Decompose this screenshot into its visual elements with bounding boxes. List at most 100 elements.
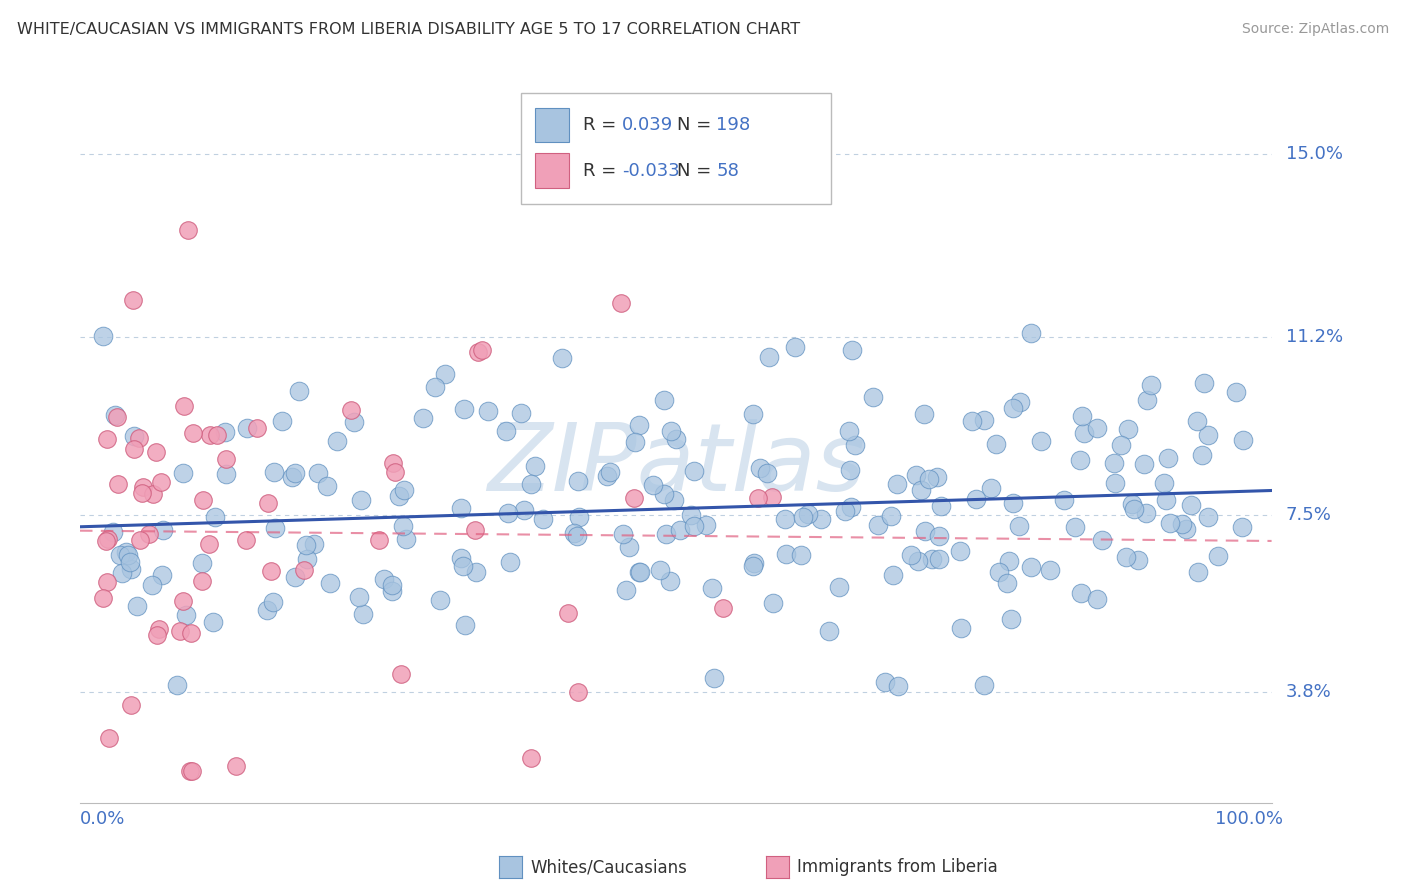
Point xyxy=(214,425,236,439)
Point xyxy=(624,435,647,450)
Point xyxy=(181,426,204,441)
Point xyxy=(841,343,863,357)
Text: 11.2%: 11.2% xyxy=(1286,327,1343,346)
Point xyxy=(236,421,259,435)
Point xyxy=(599,465,621,479)
Point xyxy=(91,591,114,605)
Point xyxy=(368,533,391,548)
Point xyxy=(124,442,146,456)
Point xyxy=(998,553,1021,567)
Point xyxy=(454,617,477,632)
Point xyxy=(450,551,472,566)
Point xyxy=(742,408,765,422)
Point xyxy=(94,534,117,549)
Point xyxy=(1019,326,1042,340)
Text: 7.5%: 7.5% xyxy=(1286,506,1331,524)
Point xyxy=(152,567,174,582)
Point xyxy=(287,384,309,398)
Point xyxy=(1115,549,1137,564)
Point xyxy=(655,526,678,541)
Point xyxy=(215,452,238,467)
Point xyxy=(295,538,318,552)
Point xyxy=(499,555,522,569)
Point xyxy=(595,469,617,483)
Text: R =: R = xyxy=(583,116,621,134)
Point xyxy=(477,403,499,417)
Text: R =: R = xyxy=(583,161,621,179)
Point xyxy=(425,380,447,394)
Point xyxy=(96,574,118,589)
Point xyxy=(1156,492,1178,507)
Point xyxy=(612,527,634,541)
Point xyxy=(256,602,278,616)
Point xyxy=(1197,510,1219,524)
Point xyxy=(392,483,415,498)
Point xyxy=(627,566,650,580)
Point xyxy=(174,607,197,622)
Point xyxy=(204,510,226,524)
Point xyxy=(1064,520,1087,534)
Text: Immigrants from Liberia: Immigrants from Liberia xyxy=(797,858,998,876)
Point xyxy=(120,555,142,569)
Point xyxy=(120,562,142,576)
Point xyxy=(834,503,856,517)
Point xyxy=(262,595,284,609)
Point xyxy=(700,581,723,595)
Point xyxy=(381,578,404,592)
Point xyxy=(104,408,127,422)
Point xyxy=(900,549,922,563)
Point xyxy=(122,429,145,443)
Point xyxy=(1069,453,1091,467)
Point xyxy=(395,533,418,547)
Point xyxy=(138,527,160,541)
Point xyxy=(381,456,404,470)
Point xyxy=(496,506,519,520)
Point xyxy=(107,477,129,491)
Point xyxy=(1185,414,1208,428)
Text: -0.033: -0.033 xyxy=(623,161,681,179)
Point xyxy=(1008,394,1031,409)
Point xyxy=(257,496,280,510)
Point xyxy=(927,470,949,484)
Point xyxy=(1109,438,1132,452)
Point xyxy=(172,467,194,481)
Point xyxy=(1085,421,1108,435)
Point xyxy=(264,521,287,535)
Point xyxy=(97,731,120,745)
Point xyxy=(1175,522,1198,536)
Point xyxy=(128,431,150,445)
Point xyxy=(887,679,910,693)
Point xyxy=(665,432,688,446)
Text: ZIPat​las: ZIPat​las xyxy=(486,418,865,509)
Point xyxy=(1118,422,1140,436)
Point xyxy=(630,565,652,579)
Point xyxy=(973,412,995,426)
Point xyxy=(434,367,457,381)
Point xyxy=(1153,476,1175,491)
Point xyxy=(1180,498,1202,512)
Point xyxy=(307,467,329,481)
Point xyxy=(128,533,150,547)
Point xyxy=(513,503,536,517)
Point xyxy=(664,493,686,508)
Text: Source: ZipAtlas.com: Source: ZipAtlas.com xyxy=(1241,22,1389,37)
Text: 198: 198 xyxy=(716,116,751,134)
Point xyxy=(562,526,585,541)
Text: 58: 58 xyxy=(716,161,740,179)
Point xyxy=(389,667,412,681)
FancyBboxPatch shape xyxy=(520,93,831,204)
Point xyxy=(1230,520,1253,534)
Point xyxy=(152,524,174,538)
Point xyxy=(495,424,517,438)
Point xyxy=(471,343,494,358)
Point xyxy=(180,625,202,640)
Point xyxy=(146,628,169,642)
Point xyxy=(1121,496,1143,510)
Text: 3.8%: 3.8% xyxy=(1286,683,1331,701)
Point xyxy=(260,565,283,579)
Point xyxy=(531,512,554,526)
Point xyxy=(524,458,547,473)
Point xyxy=(683,518,706,533)
Point xyxy=(141,578,163,592)
Point xyxy=(880,509,903,524)
